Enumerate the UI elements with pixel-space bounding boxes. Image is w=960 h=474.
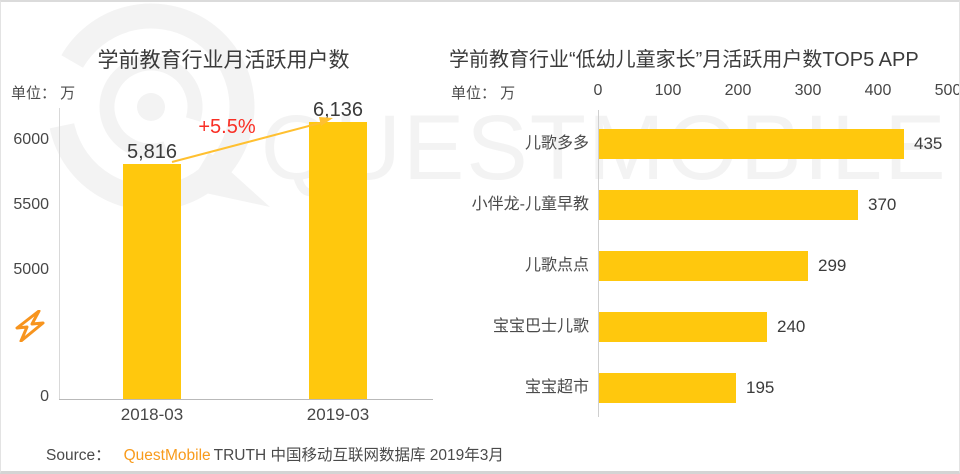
bar-儿歌点点	[599, 251, 808, 281]
left-unit-label: 单位： 万	[11, 85, 76, 102]
right-x-tick: 400	[864, 82, 892, 99]
left-y-axis-line	[59, 108, 60, 399]
left-chart-title: 学前教育行业月活跃用户数	[97, 49, 350, 72]
left-y-tick: 0	[40, 388, 49, 405]
bar-小伴龙-儿童早教	[599, 190, 858, 220]
app-name-label: 儿歌点点	[524, 257, 589, 274]
bar-宝宝超市	[599, 373, 736, 403]
category-label: 2018-03	[120, 405, 184, 424]
right-x-tick: 300	[794, 82, 822, 99]
right-x-tick: 200	[724, 82, 752, 99]
left-y-tick: 5000	[13, 261, 49, 278]
app-name-label: 小伴龙-儿童早教	[471, 196, 589, 213]
bar-value-label: 6,136	[312, 99, 364, 121]
left-y-tick: 6000	[13, 131, 49, 148]
right-chart-title: 学前教育行业“低幼儿童家长”月活跃用户数TOP5 APP	[449, 49, 919, 71]
bar-value-label: 240	[777, 317, 806, 336]
bar-value-label: 195	[746, 378, 775, 397]
app-name-label: 宝宝超市	[524, 379, 589, 396]
left-y-tick: 5500	[13, 196, 49, 213]
right-x-tick: 100	[654, 82, 682, 99]
left-x-axis-line	[59, 399, 433, 400]
app-name-label: 宝宝巴士儿歌	[492, 318, 589, 335]
app-name-label: 儿歌多多	[524, 135, 589, 152]
category-label: 2019-03	[306, 405, 370, 424]
bar-value-label: 435	[914, 134, 943, 153]
bar-2018-03	[123, 164, 181, 399]
bar-value-label: 370	[868, 195, 897, 214]
right-x-tick: 0	[593, 82, 603, 99]
source-brand: QuestMobile	[123, 447, 211, 464]
axis-break-lightning-icon	[15, 310, 45, 342]
bar-宝宝巴士儿歌	[599, 312, 767, 342]
bar-value-label: 299	[818, 256, 847, 275]
right-axis-line	[598, 110, 599, 417]
growth-annotation: +5.5%	[198, 116, 256, 138]
source-prefix: Source：	[46, 447, 111, 464]
bar-儿歌多多	[599, 129, 904, 159]
bar-value-label: 5,816	[126, 141, 178, 163]
right-unit-label: 单位： 万	[451, 85, 516, 102]
right-x-tick: 500	[934, 82, 960, 99]
bar-2019-03	[309, 122, 367, 399]
source-line: Source： QuestMobile TRUTH 中国移动互联网数据库 2019年…	[46, 443, 504, 465]
source-suffix: TRUTH 中国移动互联网数据库 2019年3月	[213, 447, 504, 464]
